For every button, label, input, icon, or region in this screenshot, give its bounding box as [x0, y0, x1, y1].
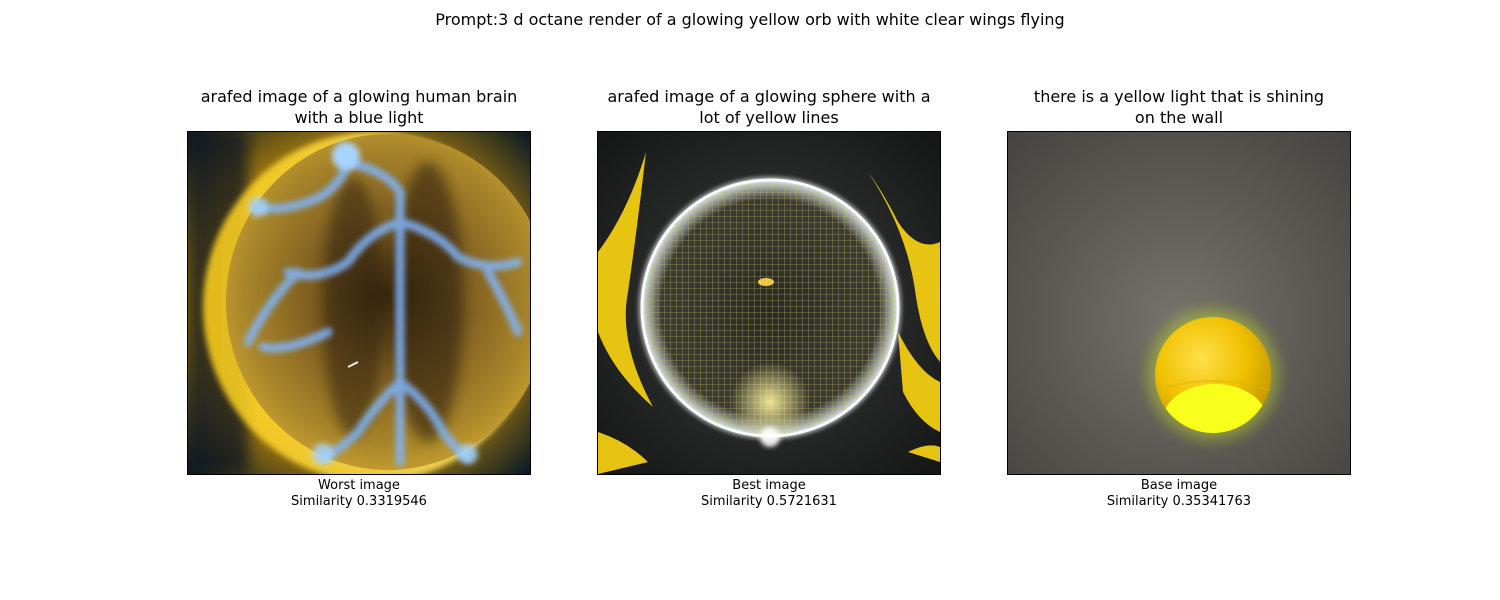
image-caption: Worst image Similarity 0.3319546 [147, 478, 571, 510]
panel-title-line: arafed image of a glowing human brain [200, 87, 518, 106]
worst-image [187, 131, 531, 475]
glowing-sphere-image [598, 132, 940, 474]
panel-title-line: on the wall [1134, 108, 1224, 127]
panel-title: arafed image of a glowing human brain wi… [127, 86, 591, 128]
panel-title-line: there is a yellow light that is shining [1033, 87, 1325, 106]
image-caption: Base image Similarity 0.35341763 [967, 478, 1391, 510]
image-caption: Best image Similarity 0.5721631 [557, 478, 981, 510]
similarity-value: Similarity 0.5721631 [701, 494, 837, 509]
similarity-value: Similarity 0.35341763 [1106, 494, 1252, 509]
panel-title-line: with a blue light [294, 108, 424, 127]
figure-title: Prompt:3 d octane render of a glowing ye… [435, 10, 1065, 29]
panel-title: there is a yellow light that is shining … [947, 86, 1411, 128]
best-image [597, 131, 941, 475]
base-image [1007, 131, 1351, 475]
yellow-orb-image [1008, 132, 1350, 474]
glowing-brain-image [188, 132, 530, 474]
panel-title-line: arafed image of a glowing sphere with a [607, 87, 931, 106]
panel-title-line: lot of yellow lines [699, 108, 839, 127]
image-label: Base image [1140, 478, 1218, 493]
image-label: Worst image [318, 478, 400, 493]
image-label: Best image [732, 478, 806, 493]
similarity-value: Similarity 0.3319546 [291, 494, 427, 509]
panel-title: arafed image of a glowing sphere with a … [537, 86, 1001, 128]
